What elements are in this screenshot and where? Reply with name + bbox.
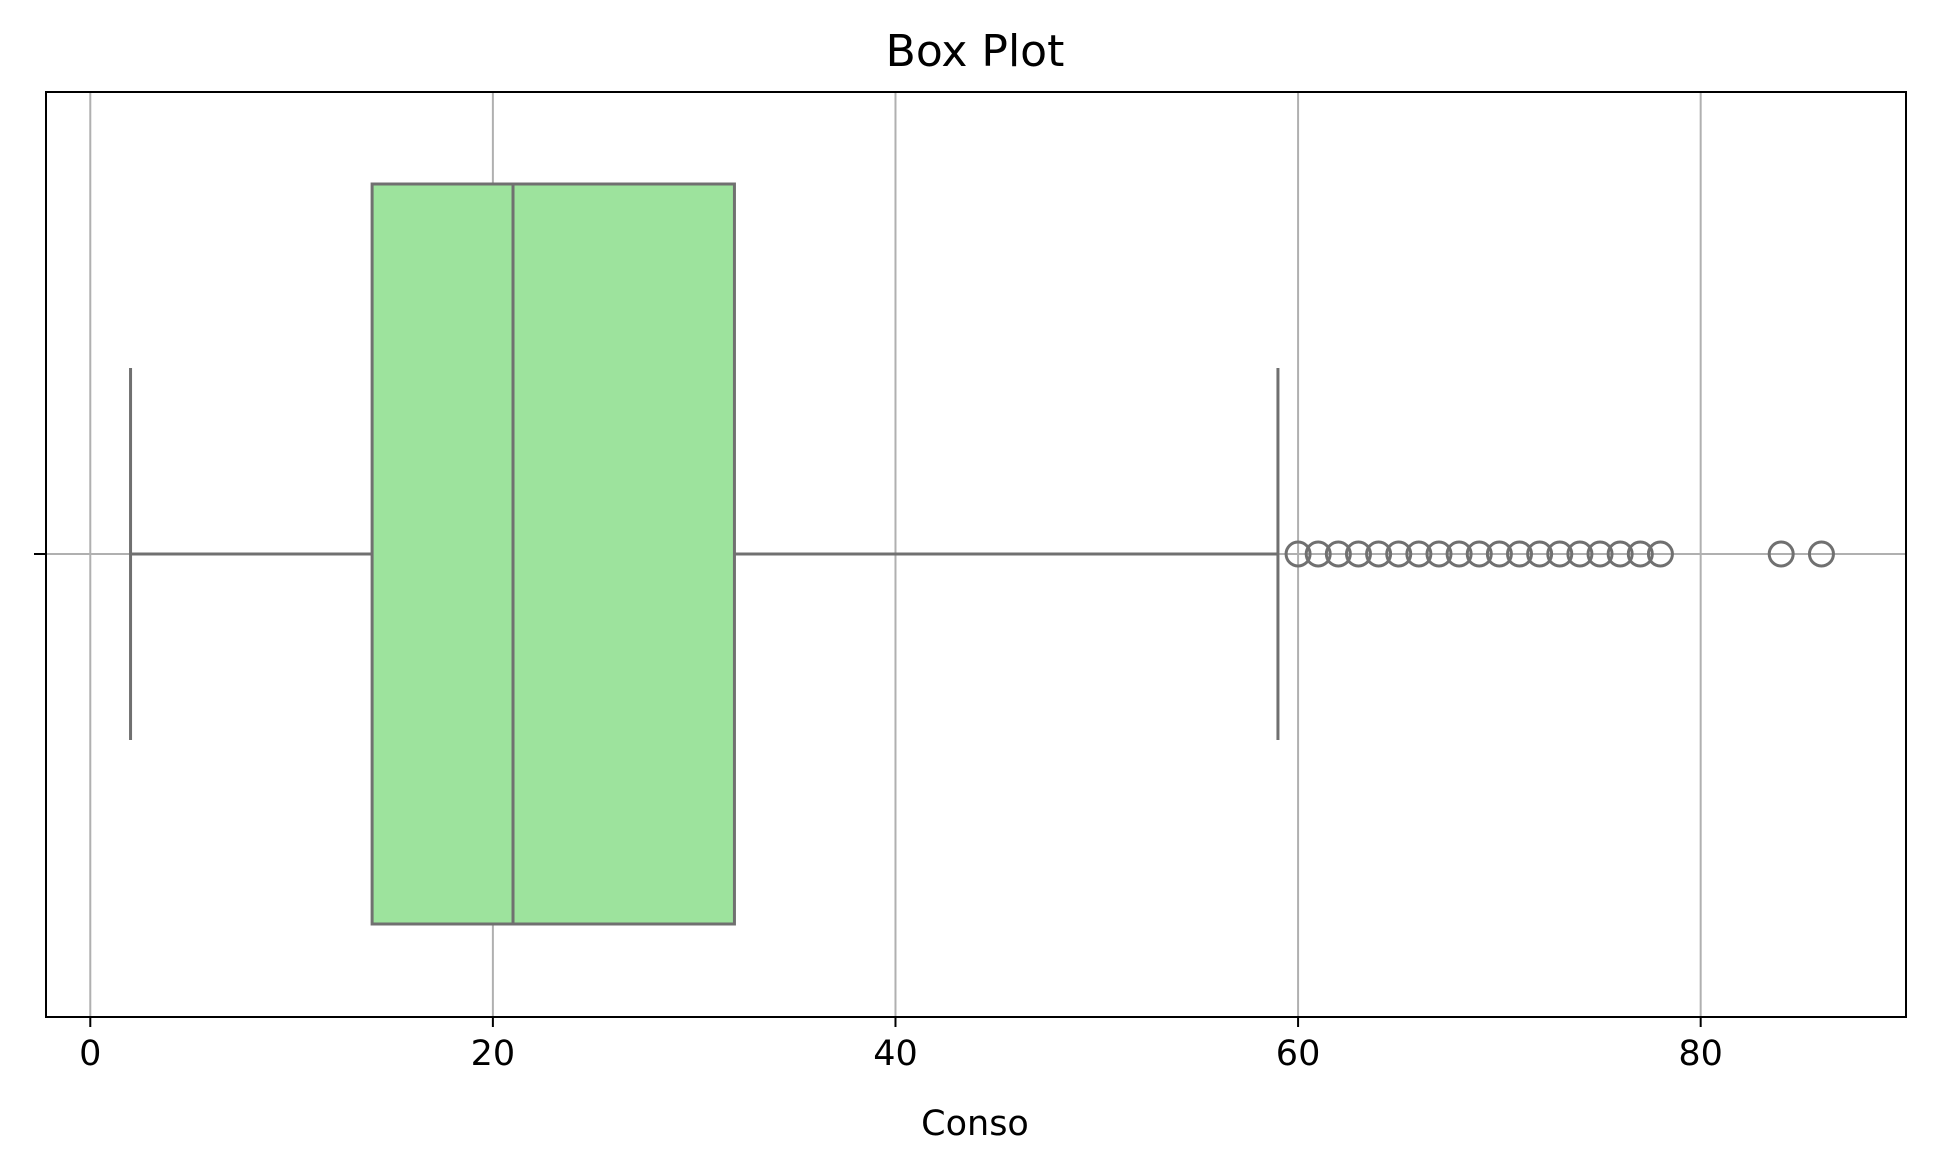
chart-title: Box Plot: [886, 26, 1065, 77]
outlier-point: [1465, 540, 1493, 568]
outlier-point: [1646, 540, 1674, 568]
outlier-points: [1284, 540, 1835, 568]
outlier-point: [1626, 540, 1654, 568]
x-axis-ticks: 0 20 40 60 80: [34, 553, 1723, 1074]
outlier-point: [1324, 540, 1352, 568]
x-tick-label: 60: [1276, 1034, 1321, 1074]
outlier-point: [1586, 540, 1614, 568]
outlier-point: [1767, 540, 1795, 568]
outlier-point: [1405, 540, 1433, 568]
box-plot: [129, 182, 1280, 926]
outlier-point: [1546, 540, 1574, 568]
x-axis-label: Conso: [921, 1104, 1029, 1144]
outlier-point: [1385, 540, 1413, 568]
outlier-point: [1526, 540, 1554, 568]
x-tick-label: 20: [471, 1034, 516, 1074]
outlier-point: [1445, 540, 1473, 568]
outlier-point: [1566, 540, 1594, 568]
outlier-point: [1304, 540, 1332, 568]
x-tick-label: 40: [873, 1034, 918, 1074]
outlier-point: [1485, 540, 1513, 568]
outlier-point: [1344, 540, 1372, 568]
x-tick-label: 0: [79, 1034, 101, 1074]
x-tick-label: 80: [1678, 1034, 1723, 1074]
outlier-point: [1506, 540, 1534, 568]
iqr-box: [370, 182, 736, 926]
outlier-point: [1807, 540, 1835, 568]
outlier-point: [1365, 540, 1393, 568]
outlier-point: [1425, 540, 1453, 568]
outlier-point: [1606, 540, 1634, 568]
outlier-point: [1284, 540, 1312, 568]
